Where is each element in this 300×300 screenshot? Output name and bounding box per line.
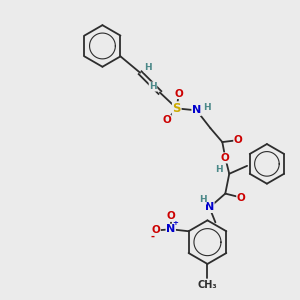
Text: N: N xyxy=(166,224,176,234)
Text: -: - xyxy=(151,232,155,242)
Text: H: H xyxy=(199,195,206,204)
Text: N: N xyxy=(205,202,214,212)
Text: H: H xyxy=(203,103,210,112)
Text: H: H xyxy=(149,82,157,91)
Text: O: O xyxy=(237,193,245,202)
Text: H: H xyxy=(144,63,152,72)
Text: O: O xyxy=(167,212,175,221)
Text: O: O xyxy=(174,88,183,98)
Text: O: O xyxy=(221,153,230,163)
Text: H: H xyxy=(215,165,223,174)
Text: O: O xyxy=(234,135,243,145)
Text: CH₃: CH₃ xyxy=(198,280,217,290)
Text: +: + xyxy=(173,220,178,226)
Text: O: O xyxy=(163,115,171,125)
Text: S: S xyxy=(172,102,181,115)
Text: O: O xyxy=(152,225,160,235)
Text: N: N xyxy=(192,105,201,116)
